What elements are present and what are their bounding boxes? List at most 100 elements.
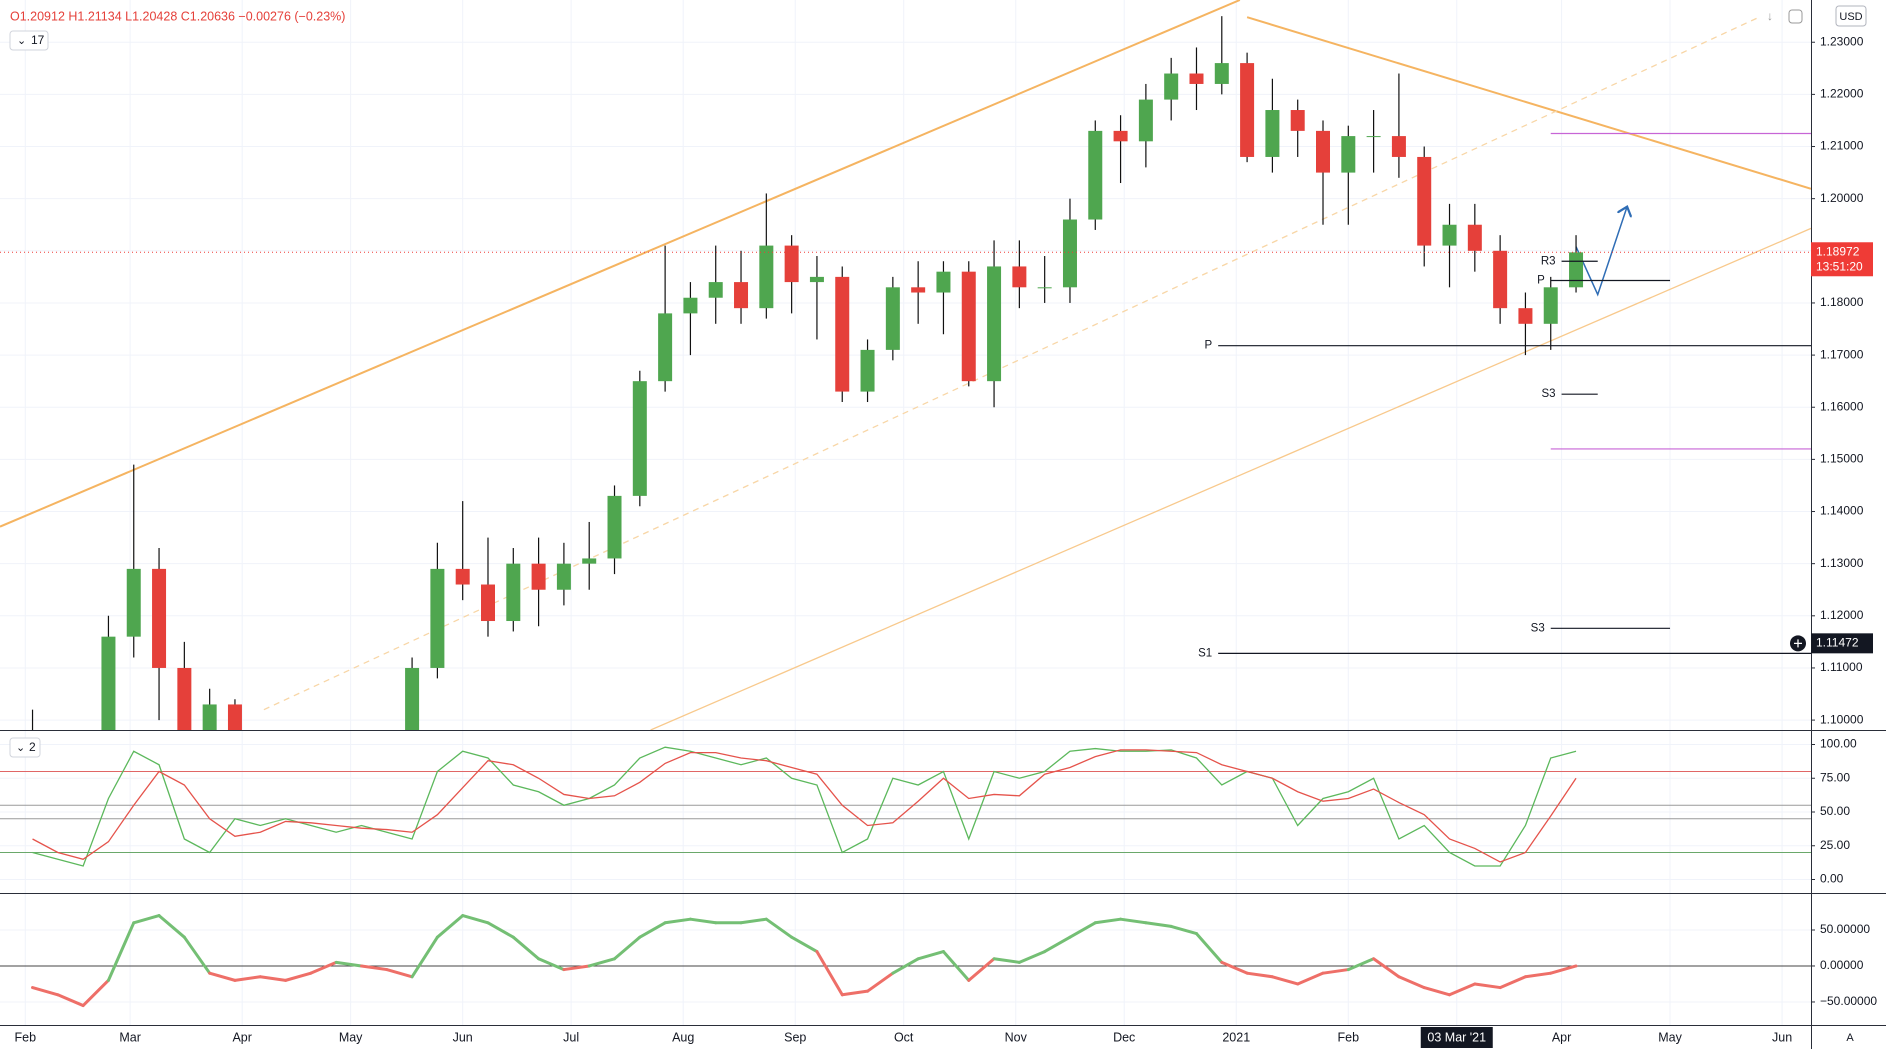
candle-body	[531, 563, 546, 590]
candle-body	[506, 563, 521, 622]
indicator-segment	[1270, 975, 1300, 986]
indicator-segment	[1119, 917, 1148, 925]
indicator-segment	[1043, 935, 1072, 954]
indicator-segment	[56, 993, 85, 1008]
indicator-segment	[182, 935, 212, 975]
legend-toggle[interactable]	[9, 737, 41, 758]
x-tick-label: Feb	[1338, 1030, 1360, 1044]
indicator-segment	[1372, 957, 1401, 979]
indicator-segment	[1245, 971, 1274, 979]
x-tick-label: May	[339, 1030, 363, 1044]
last-price-label: 1.18972	[1816, 244, 1860, 258]
y-tick-label: 1.16000	[1820, 399, 1864, 413]
indicator-segment	[1397, 975, 1426, 990]
indicator-segment	[334, 960, 363, 968]
indicator-segment	[815, 950, 844, 997]
candle-body	[177, 667, 192, 730]
y-tick-label: 0.00000	[1820, 958, 1864, 972]
candle-body	[1012, 266, 1027, 288]
currency: USD	[1839, 11, 1862, 23]
y-tick-label: 1.12000	[1820, 608, 1864, 622]
y-tick-label: 1.23000	[1820, 34, 1864, 48]
oscillator-panel	[0, 746, 1811, 867]
countdown-label: 13:51:20	[1816, 259, 1863, 273]
auto-scale[interactable]: A	[1846, 1032, 1854, 1044]
pivot-label: S1	[1198, 647, 1212, 659]
indicator-segment	[1017, 950, 1047, 964]
crosshair-plus	[1794, 639, 1802, 648]
x-tick-label: Feb	[15, 1030, 37, 1044]
indicator-segment	[157, 914, 186, 939]
candle-body	[1391, 136, 1406, 157]
y-tick-label: 1.17000	[1820, 347, 1864, 361]
candle-body	[101, 636, 116, 730]
candle-body	[1189, 73, 1204, 84]
indicator-segment	[233, 975, 262, 982]
y-tick-label: 1.14000	[1820, 504, 1864, 518]
indicator-segment	[1498, 975, 1527, 990]
candle-body	[987, 266, 1002, 382]
candle-body	[936, 271, 951, 293]
candle-body	[227, 704, 242, 730]
indicator-segment	[258, 975, 288, 982]
indicator-segment	[410, 935, 439, 979]
indicator-segment	[1321, 968, 1350, 975]
indicator-segment	[1169, 924, 1198, 936]
candle-body	[607, 495, 622, 559]
candle-body	[556, 563, 571, 590]
crosshair-price-label: 1.11472	[1816, 636, 1859, 650]
x-tick-label: Mar	[119, 1030, 141, 1044]
crosshair-price-box	[1811, 633, 1873, 654]
pivot-label: S3	[1531, 622, 1545, 634]
legend-toggle[interactable]	[9, 30, 49, 51]
candle-body	[784, 245, 799, 283]
indicator-segment	[891, 957, 920, 975]
candle-body	[658, 313, 673, 382]
x-tick-label: Nov	[1005, 1030, 1028, 1044]
candle-body	[708, 282, 723, 298]
x-tick-label: Sep	[784, 1030, 806, 1044]
currency-button[interactable]	[1835, 5, 1867, 27]
y-tick-label: 1.15000	[1820, 452, 1864, 466]
candle-body	[1138, 99, 1153, 142]
x-tick-label: Jun	[1772, 1030, 1792, 1044]
reset-button[interactable]	[1788, 9, 1803, 24]
candle-body	[480, 584, 495, 622]
y-tick-label: 50.00000	[1820, 922, 1870, 936]
candle-body	[455, 568, 470, 585]
candle-body	[1543, 287, 1558, 324]
indicator-segment	[1549, 964, 1578, 975]
indicator-segment	[1296, 971, 1325, 986]
indicator-segment	[1473, 982, 1502, 990]
y-tick-label: 25.00	[1820, 838, 1850, 852]
pivot-label: P	[1205, 340, 1213, 352]
indicator-segment	[1523, 971, 1553, 979]
candle-body	[1341, 136, 1356, 173]
scroll-button[interactable]: ↓	[1767, 9, 1773, 23]
indicator-segment	[916, 950, 945, 961]
candle-body	[1316, 130, 1331, 173]
indicator-segment	[132, 914, 161, 925]
x-tick-label: Apr	[232, 1030, 251, 1044]
y-tick-label: 75.00	[1820, 770, 1850, 784]
candle-body	[1569, 252, 1584, 288]
indicator-segment	[967, 957, 996, 982]
indicator-segment	[790, 935, 819, 954]
candle-body	[126, 568, 141, 637]
candle-body	[1240, 63, 1255, 157]
candle-body	[835, 276, 850, 392]
y-tick-label: 100.00	[1820, 737, 1857, 751]
legend-count: 17	[31, 33, 45, 47]
candle-body	[1417, 156, 1432, 246]
candle-body	[1164, 73, 1179, 100]
indicator-segment	[562, 964, 591, 972]
y-tick-label: −50.00000	[1820, 994, 1877, 1008]
indicator-segment	[941, 950, 971, 982]
indicator-segment	[511, 935, 541, 961]
candle-body	[1037, 287, 1052, 289]
x-tick-label: Jul	[563, 1030, 579, 1044]
indicator-segment	[537, 957, 566, 972]
